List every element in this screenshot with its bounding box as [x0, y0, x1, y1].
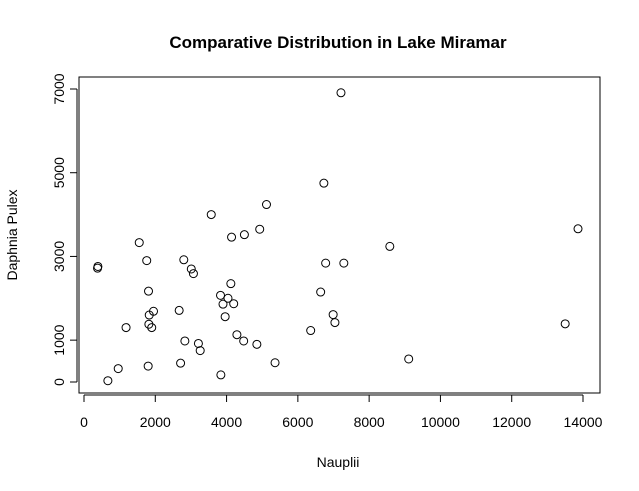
data-point [316, 287, 326, 297]
data-point [573, 224, 583, 234]
x-axis: 0 2000 4000 6000 8000 10000 12000 14000 [80, 394, 603, 430]
data-point [330, 318, 340, 328]
data-point [270, 358, 280, 368]
y-axis: 0 1000 3000 5000 7000 [51, 73, 78, 386]
data-point [149, 306, 159, 316]
y-tick-label: 7000 [51, 73, 67, 104]
data-point [103, 376, 113, 386]
x-tick-label: 14000 [564, 414, 603, 430]
data-point [261, 200, 271, 210]
data-point [339, 258, 349, 268]
data-point [180, 336, 190, 346]
y-tick-label: 1000 [51, 324, 67, 355]
data-point [319, 178, 329, 188]
y-tick-label: 5000 [51, 157, 67, 188]
x-tick-label: 4000 [211, 414, 242, 430]
data-point [229, 299, 239, 309]
data-point [142, 256, 152, 266]
data-point [220, 312, 230, 322]
data-point [134, 238, 144, 248]
data-point [232, 330, 242, 340]
x-tick-label: 2000 [140, 414, 171, 430]
data-point [216, 370, 226, 380]
data-point [404, 354, 414, 364]
data-point [239, 336, 249, 346]
data-point [144, 286, 154, 296]
data-point [216, 290, 226, 300]
data-point [328, 310, 338, 320]
data-point [193, 338, 203, 348]
data-point [223, 293, 233, 303]
data-point [336, 88, 346, 98]
data-point [113, 364, 123, 374]
data-point [179, 255, 189, 265]
plot-frame [78, 76, 601, 394]
x-axis-label: Nauplii [317, 454, 360, 470]
data-point [252, 339, 262, 349]
data-point [176, 358, 186, 368]
data-point [121, 323, 131, 333]
data-point [218, 299, 228, 309]
data-point [306, 326, 316, 336]
data-point [560, 319, 570, 329]
data-point [255, 224, 265, 234]
data-point [174, 305, 184, 315]
data-point [321, 258, 331, 268]
data-point [147, 323, 157, 333]
x-tick-label: 0 [80, 414, 88, 430]
data-point [226, 279, 236, 289]
y-tick-label: 3000 [51, 241, 67, 272]
x-tick-label: 8000 [354, 414, 385, 430]
data-point [206, 210, 216, 220]
y-tick-label: 0 [51, 378, 67, 386]
x-tick-label: 6000 [282, 414, 313, 430]
data-point [144, 319, 154, 329]
data-point [188, 269, 198, 279]
data-points [93, 88, 583, 386]
data-point [93, 261, 103, 271]
y-axis-label: Daphnia Pulex [4, 189, 20, 280]
data-point [239, 230, 249, 240]
x-tick-label: 12000 [492, 414, 531, 430]
x-tick-label: 10000 [421, 414, 460, 430]
data-point [385, 241, 395, 251]
data-point [195, 346, 205, 356]
chart-title: Comparative Distribution in Lake Miramar [169, 33, 507, 52]
data-point [143, 361, 153, 371]
data-point [186, 264, 196, 274]
data-point [227, 232, 237, 242]
